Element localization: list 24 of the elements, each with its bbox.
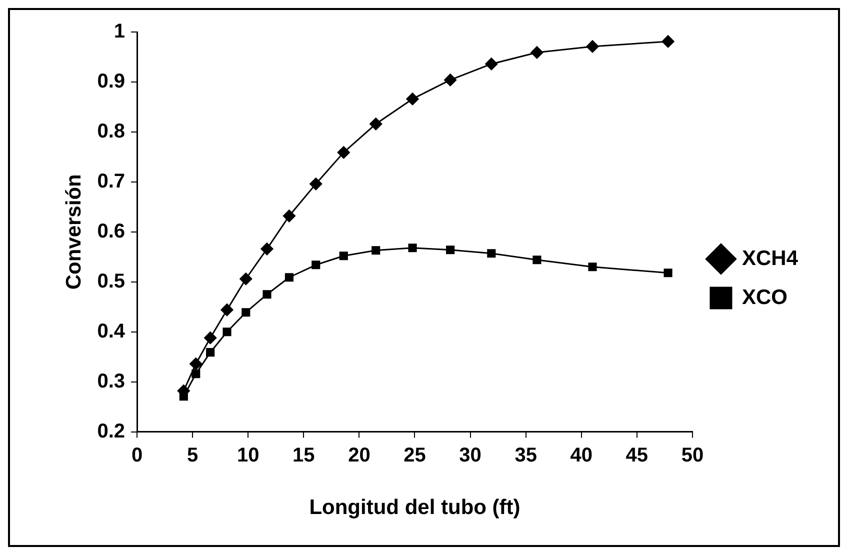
x-tick-label: 20: [348, 444, 370, 466]
legend-label: XCH4: [742, 246, 798, 270]
x-tick-label: 40: [570, 444, 593, 466]
legend-label: XCO: [742, 286, 788, 309]
y-axis-title: Conversión: [62, 174, 86, 290]
y-tick-label: 0.3: [97, 370, 126, 392]
y-tick-label: 0.5: [97, 270, 126, 292]
x-tick-label: 15: [292, 444, 315, 466]
x-tick-label: 5: [186, 444, 198, 466]
x-tick-label: 50: [681, 444, 704, 466]
x-tick-label: 10: [236, 444, 260, 466]
x-tick-label: 25: [404, 444, 426, 466]
x-axis-title: Longitud del tubo (ft): [309, 496, 520, 520]
y-tick-label: 0.4: [97, 320, 126, 342]
y-tick-label: 0.7: [97, 170, 126, 192]
x-tick-label: 30: [459, 444, 482, 466]
x-tick-label: 0: [131, 444, 143, 466]
y-tick-label: 0.6: [97, 220, 126, 242]
x-tick-label: 45: [626, 444, 648, 466]
x-tick-label: 35: [514, 444, 537, 466]
y-tick-label: 0.8: [97, 120, 126, 142]
y-tick-label: 1: [114, 20, 126, 43]
y-tick-label: 0.2: [97, 420, 126, 442]
y-tick-label: 0.9: [97, 70, 126, 92]
